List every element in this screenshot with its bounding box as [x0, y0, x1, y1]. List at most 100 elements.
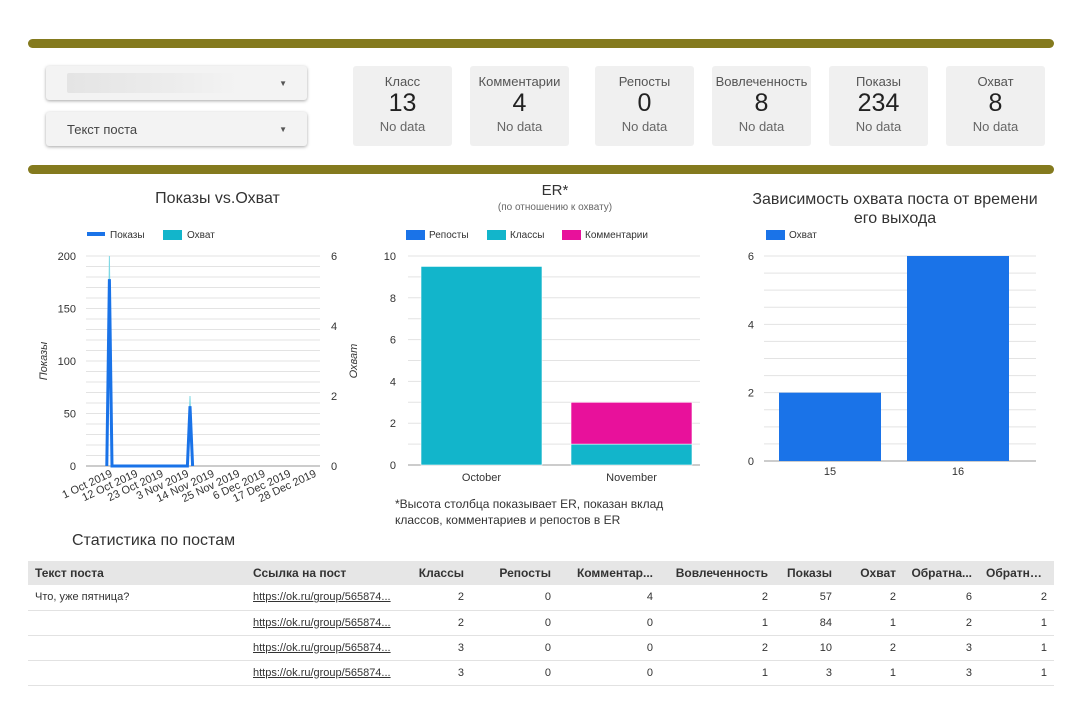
table-cell: 2	[903, 610, 979, 636]
middle-accent-bar	[28, 165, 1054, 174]
table-cell: 3	[903, 635, 979, 661]
scorecard-reposts: Репосты 0 No data	[595, 66, 694, 146]
scorecard-comparison: No data	[379, 119, 426, 134]
scorecard-reach: Охват 8 No data	[946, 66, 1045, 146]
legend-swatch	[406, 230, 425, 240]
scorecard-value: 234	[857, 89, 900, 117]
chart2-subtitle: (по отношению к охвату)	[497, 202, 613, 213]
bar	[907, 256, 1009, 461]
table-row: https://ok.ru/group/565874... 3 0 0 2 10 2 3 1	[28, 635, 1054, 661]
scorecard-label: Вовлеченность	[715, 74, 808, 89]
table-cell: 3	[402, 660, 471, 686]
scorecard-value: 13	[388, 89, 417, 117]
table-cell: 84	[775, 610, 839, 636]
x-tick-label: November	[606, 472, 657, 484]
column-header[interactable]: Ссылка на пост	[246, 561, 402, 585]
y2-tick-label: 2	[331, 391, 337, 403]
column-header[interactable]: Показы	[775, 561, 839, 585]
table-cell	[28, 635, 246, 661]
legend-swatch-reach	[766, 230, 785, 240]
filter-value-blurred	[67, 73, 237, 93]
legend-label: Классы	[510, 230, 544, 241]
column-header[interactable]: Вовлеченность	[660, 561, 775, 585]
post-link[interactable]: https://ok.ru/group/565874...	[253, 666, 391, 679]
filter-dropdown-post-text[interactable]: Текст поста ▼	[46, 112, 307, 146]
column-header[interactable]: Текст поста	[28, 561, 246, 585]
scorecard-comparison: No data	[621, 119, 668, 134]
scorecard-label: Комментарии	[478, 74, 561, 89]
table-cell: 10	[775, 635, 839, 661]
column-header[interactable]: Охват	[839, 561, 903, 585]
y-tick-label: 200	[58, 251, 76, 263]
scorecard-comparison: No data	[972, 119, 1019, 134]
y-tick-label: 2	[390, 418, 396, 430]
y-tick-label: 2	[748, 388, 754, 400]
table-title: Статистика по постам	[72, 532, 236, 549]
scorecard-label: Охват	[977, 74, 1014, 89]
scorecard-comments: Комментарии 4 No data	[470, 66, 569, 146]
post-link[interactable]: https://ok.ru/group/565874...	[253, 591, 391, 604]
table-cell-link: https://ok.ru/group/565874...	[246, 610, 402, 636]
x-tick-label: 15	[824, 466, 836, 478]
legend-swatch-impressions	[87, 232, 105, 236]
scorecard-value: 8	[988, 89, 1003, 117]
y-tick-label: 8	[390, 293, 396, 305]
y-tick-label: 50	[64, 409, 76, 421]
bar	[779, 392, 881, 461]
y-tick-label: 10	[384, 251, 396, 263]
table-cell: 3	[402, 635, 471, 661]
filter-label: Текст поста	[67, 121, 138, 137]
y-tick-label: 6	[390, 335, 396, 347]
table-cell-link: https://ok.ru/group/565874...	[246, 585, 402, 611]
y-tick-label: 100	[58, 356, 76, 368]
series-line-impressions	[105, 279, 195, 468]
y-tick-label: 4	[748, 319, 754, 331]
legend-label-reach: Охват	[789, 230, 817, 241]
table-cell: 0	[471, 610, 558, 636]
table-cell-link: https://ok.ru/group/565874...	[246, 635, 402, 661]
table-cell: 0	[558, 635, 660, 661]
column-header[interactable]: Комментар...	[558, 561, 660, 585]
legend-label: Репосты	[429, 230, 469, 241]
table-cell: 1	[979, 610, 1054, 636]
legend-swatch	[562, 230, 581, 240]
scorecard-value: 4	[512, 89, 527, 117]
y-tick-label: 0	[748, 456, 754, 468]
post-link[interactable]: https://ok.ru/group/565874...	[253, 641, 391, 654]
table-cell: 2	[839, 635, 903, 661]
scorecard-engagement: Вовлеченность 8 No data	[712, 66, 811, 146]
column-header[interactable]: Обратная...	[979, 561, 1054, 585]
column-header[interactable]: Репосты	[471, 561, 558, 585]
column-header[interactable]: Обратна...	[903, 561, 979, 585]
table-cell	[28, 610, 246, 636]
table-cell: 1	[839, 610, 903, 636]
post-link[interactable]: https://ok.ru/group/565874...	[253, 616, 391, 629]
column-header[interactable]: Классы	[402, 561, 471, 585]
table-cell: Что, уже пятница?	[28, 585, 246, 611]
scorecard-comparison: No data	[496, 119, 543, 134]
y-tick-label: 150	[58, 304, 76, 316]
table-cell: 1	[839, 660, 903, 686]
y-axis-label: Показы	[38, 342, 50, 380]
table-cell: 2	[402, 610, 471, 636]
x-tick-label: October	[462, 472, 501, 484]
y2-axis-label: Охват	[348, 344, 360, 379]
scorecard-value: 0	[637, 89, 652, 117]
table-cell: 0	[558, 660, 660, 686]
legend-label: Комментарии	[585, 230, 648, 241]
chart1-title: Показы vs.Охват	[155, 190, 280, 207]
dropdown-arrow-icon: ▼	[279, 125, 287, 134]
table-cell: 2	[979, 585, 1054, 611]
table-cell: 1	[660, 660, 775, 686]
table-cell: 0	[471, 635, 558, 661]
er-footnote: *Высота столбца показывает ER, показан в…	[395, 497, 664, 527]
filter-dropdown-1[interactable]: ▼	[46, 66, 307, 100]
x-tick-label: 16	[952, 466, 964, 478]
table-cell: 0	[471, 585, 558, 611]
bar-segment	[420, 266, 543, 466]
table-cell: 0	[471, 660, 558, 686]
legend-label-impressions: Показы	[110, 230, 145, 241]
scorecard-value: 8	[754, 89, 769, 117]
y2-tick-label: 4	[331, 321, 337, 333]
